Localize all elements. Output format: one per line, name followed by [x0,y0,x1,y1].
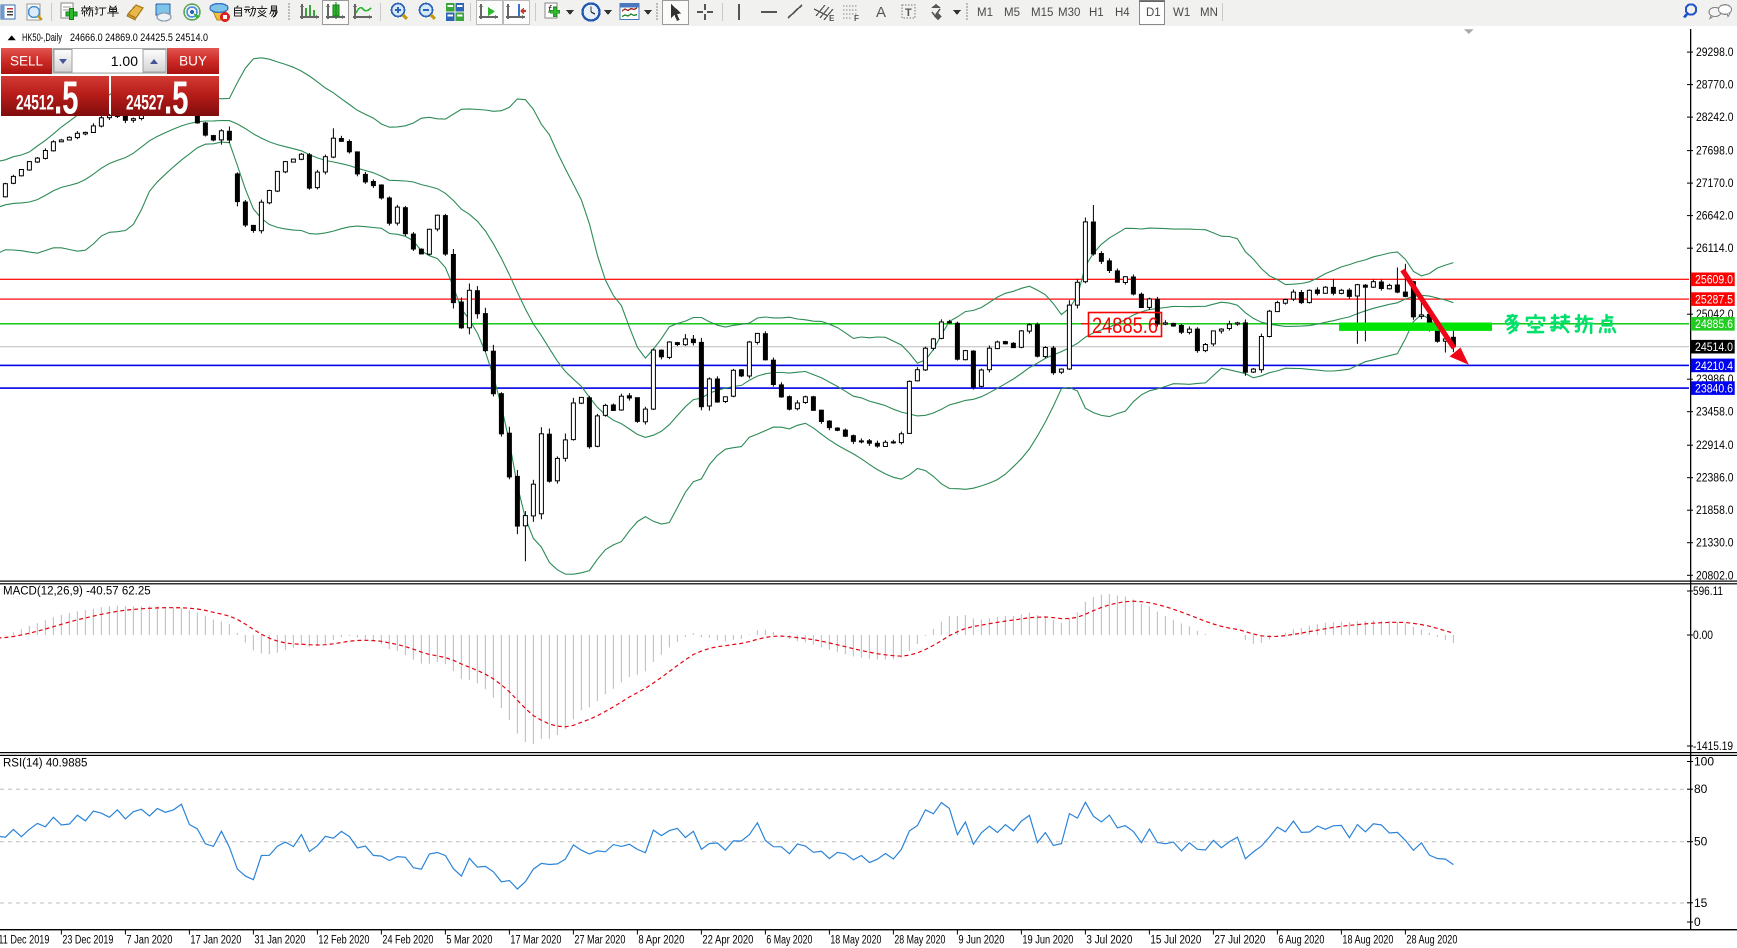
svg-text:22386.0: 22386.0 [1696,471,1734,485]
svg-text:24885.6: 24885.6 [1092,313,1158,338]
svg-text:50: 50 [1694,835,1708,849]
svg-text:E: E [829,14,835,23]
svg-text:HK50-,Daily: HK50-,Daily [22,32,62,44]
svg-text:24210.4: 24210.4 [1695,359,1733,373]
svg-text:27 Mar 2020: 27 Mar 2020 [574,935,625,947]
svg-text:9 Jun 2020: 9 Jun 2020 [958,935,1004,947]
svg-text:MN: MN [1200,7,1218,19]
svg-text:20802.0: 20802.0 [1696,568,1734,582]
svg-text:27170.0: 27170.0 [1696,176,1734,190]
svg-text:18 May 2020: 18 May 2020 [830,935,881,947]
svg-text:25609.0: 25609.0 [1695,273,1733,287]
svg-text:22 Apr 2020: 22 Apr 2020 [702,935,753,947]
svg-text:24514.0: 24514.0 [1695,340,1733,354]
svg-text:24 Feb 2020: 24 Feb 2020 [382,935,433,947]
svg-text:28242.0: 28242.0 [1696,110,1734,124]
svg-text:RSI(14) 40.9885: RSI(14) 40.9885 [3,758,87,770]
svg-text:24527: 24527 [126,90,164,114]
svg-text:M30: M30 [1058,7,1080,19]
svg-text:80: 80 [1694,782,1708,796]
svg-text:24885.6: 24885.6 [1695,317,1733,331]
svg-text:27698.0: 27698.0 [1696,144,1734,158]
svg-text:7 Jan 2020: 7 Jan 2020 [126,935,172,947]
svg-text:M15: M15 [1031,7,1053,19]
svg-text:.5: .5 [54,71,79,116]
svg-text:W1: W1 [1173,7,1190,19]
svg-text:28770.0: 28770.0 [1696,78,1734,92]
svg-text:6 May 2020: 6 May 2020 [766,935,812,947]
svg-text:22914.0: 22914.0 [1696,438,1734,452]
svg-text:0: 0 [1694,915,1701,929]
svg-text:0.00: 0.00 [1693,628,1713,642]
svg-text:21330.0: 21330.0 [1696,536,1734,550]
svg-text:596.11: 596.11 [1693,584,1723,598]
svg-text:28 Aug 2020: 28 Aug 2020 [1406,935,1457,947]
svg-text:D1: D1 [1146,7,1161,19]
svg-text:1.00: 1.00 [111,53,138,69]
svg-text:MACD(12,26,9) -40.57 62.25: MACD(12,26,9) -40.57 62.25 [3,586,151,598]
svg-text:26114.0: 26114.0 [1696,241,1734,255]
svg-text:15: 15 [1694,896,1708,910]
svg-text:27 Jul 2020: 27 Jul 2020 [1214,935,1265,947]
svg-text:F: F [854,14,859,23]
svg-text:BUY: BUY [179,53,207,68]
svg-text:A: A [876,4,886,21]
svg-text:23 Dec 2019: 23 Dec 2019 [62,935,113,947]
svg-text:11 Dec 2019: 11 Dec 2019 [0,935,49,947]
svg-text:28 May 2020: 28 May 2020 [894,935,945,947]
svg-text:M1: M1 [977,7,993,19]
svg-text:29298.0: 29298.0 [1696,45,1734,59]
svg-text:3 Jul 2020: 3 Jul 2020 [1086,935,1132,947]
svg-text:19 Jun 2020: 19 Jun 2020 [1022,935,1073,947]
svg-text:8 Apr 2020: 8 Apr 2020 [638,935,684,947]
svg-text:24666.0 24869.0 24425.5 24514.: 24666.0 24869.0 24425.5 24514.0 [70,32,208,44]
svg-text:17 Jan 2020: 17 Jan 2020 [190,935,241,947]
svg-text:SELL: SELL [10,53,44,68]
svg-text:25287.5: 25287.5 [1695,293,1733,307]
svg-text:100: 100 [1694,755,1714,769]
svg-text:H4: H4 [1115,7,1130,19]
svg-text:23840.6: 23840.6 [1695,382,1733,396]
svg-text:21858.0: 21858.0 [1696,503,1734,517]
svg-text:M5: M5 [1004,7,1020,19]
svg-text:T: T [905,7,912,19]
svg-text:6 Aug 2020: 6 Aug 2020 [1278,935,1324,947]
svg-text:31 Jan 2020: 31 Jan 2020 [254,935,305,947]
svg-text:17 Mar 2020: 17 Mar 2020 [510,935,561,947]
svg-text:5 Mar 2020: 5 Mar 2020 [446,935,492,947]
svg-text:15 Jul 2020: 15 Jul 2020 [1150,935,1201,947]
svg-text:-1415.19: -1415.19 [1693,739,1733,753]
svg-text:23458.0: 23458.0 [1696,405,1734,419]
svg-text:H1: H1 [1089,7,1104,19]
svg-text:24512: 24512 [16,90,54,114]
svg-text:26642.0: 26642.0 [1696,209,1734,223]
svg-text:.5: .5 [164,71,189,116]
svg-text:12 Feb 2020: 12 Feb 2020 [318,935,369,947]
svg-text:18 Aug 2020: 18 Aug 2020 [1342,935,1393,947]
